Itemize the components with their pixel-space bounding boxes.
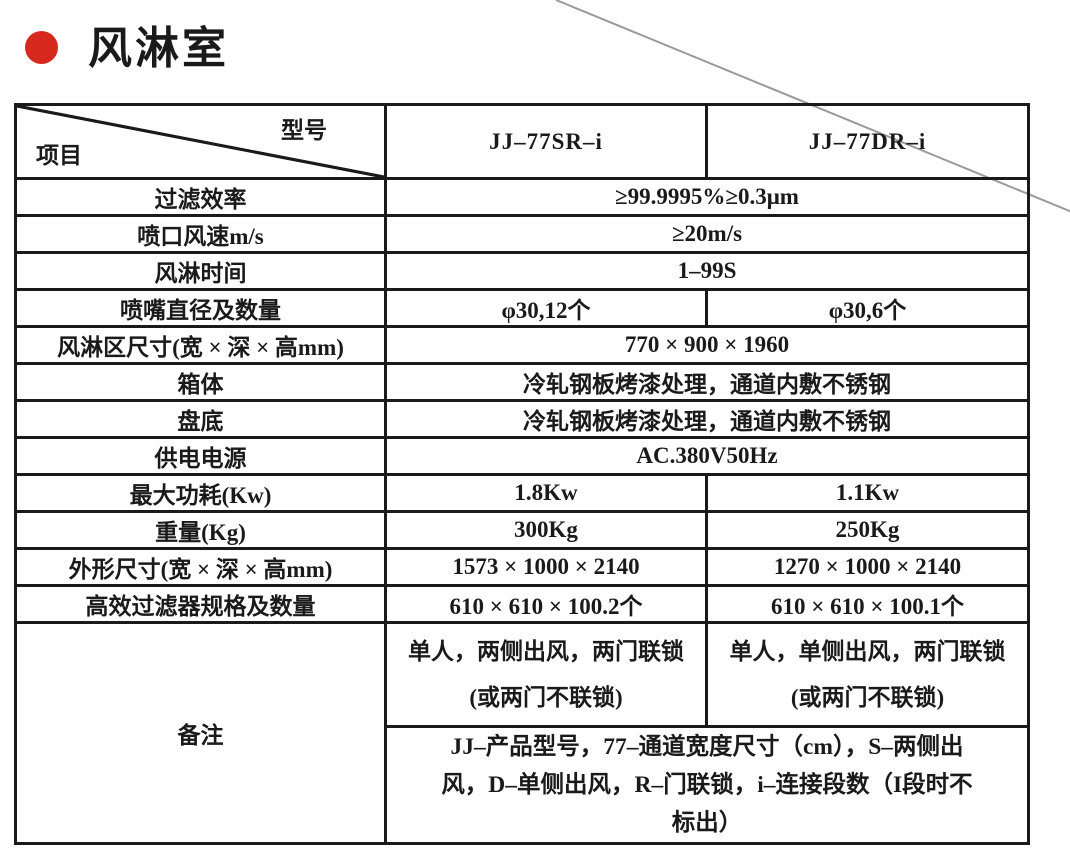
row-label: 喷嘴直径及数量 [14,288,387,328]
remark-label: 备注 [14,621,387,845]
row-value-span: ≥20m/s [384,214,1030,254]
row-value: φ30,6个 [705,288,1030,328]
table-row: 高效过滤器规格及数量 610 × 610 × 100.2个 610 × 610 … [14,584,1030,624]
footnote-line: 风，D–单侧出风，R–门联锁，i–连接段数（I段时不 [441,772,973,798]
table-row: 风淋区尺寸(宽 × 深 × 高mm) 770 × 900 × 1960 [14,325,1030,365]
row-value-span: 冷轧钢板烤漆处理，通道内敷不锈钢 [384,362,1030,402]
remark-note-line: 单人，单侧出风，两门联锁 [729,638,1006,664]
row-label: 箱体 [14,362,387,402]
spec-table: 型号 项目 JJ–77SR–i JJ–77DR–i 过滤效率 ≥99.9995%… [14,103,1030,845]
corner-diagonal-line [18,107,383,176]
remark-row: 备注 单人，两侧出风，两门联锁 (或两门不联锁) 单人，单侧出风，两门联锁 (或… [14,621,1030,845]
table-row: 最大功耗(Kw) 1.8Kw 1.1Kw [14,473,1030,513]
model-code-footnote: JJ–产品型号，77–通道宽度尺寸（cm），S–两侧出 风，D–单侧出风，R–门… [384,725,1030,845]
row-value: 1573 × 1000 × 2140 [384,547,708,587]
row-value-span: 1–99S [384,251,1030,291]
table-row: 重量(Kg) 300Kg 250Kg [14,510,1030,550]
table-row: 供电电源 AC.380V50Hz [14,436,1030,476]
model-header-1: JJ–77SR–i [384,103,708,180]
table-row: 喷口风速m/s ≥20m/s [14,214,1030,254]
row-value: 1.1Kw [705,473,1030,513]
remark-note-1: 单人，两侧出风，两门联锁 (或两门不联锁) [384,621,708,728]
table-row: 箱体 冷轧钢板烤漆处理，通道内敷不锈钢 [14,362,1030,402]
corner-cell: 型号 项目 [14,103,387,180]
row-label: 过滤效率 [14,177,387,217]
row-label: 外形尺寸(宽 × 深 × 高mm) [14,547,387,587]
remark-note-line: (或两门不联锁) [469,684,623,710]
row-value: 250Kg [705,510,1030,550]
corner-label-model: 型号 [281,118,327,143]
row-value-span: 770 × 900 × 1960 [384,325,1030,365]
remark-note-line: (或两门不联锁) [790,684,945,710]
footnote-line: JJ–产品型号，77–通道宽度尺寸（cm），S–两侧出 [450,734,964,760]
row-value: 1270 × 1000 × 2140 [705,547,1030,587]
row-label: 风淋时间 [14,251,387,291]
row-label: 供电电源 [14,436,387,476]
footnote-row: JJ–产品型号，77–通道宽度尺寸（cm），S–两侧出 风，D–单侧出风，R–门… [16,725,1030,845]
row-label: 最大功耗(Kw) [14,473,387,513]
table-row: 风淋时间 1–99S [14,251,1030,291]
row-value: 610 × 610 × 100.2个 [384,584,708,624]
row-value-span: ≥99.9995%≥0.3μm [384,177,1030,217]
bullet-icon [25,31,58,64]
table-row: 过滤效率 ≥99.9995%≥0.3μm [14,177,1030,217]
model-header-2: JJ–77DR–i [705,103,1030,180]
table-row: 喷嘴直径及数量 φ30,12个 φ30,6个 [14,288,1030,328]
remark-note-line: 单人，两侧出风，两门联锁 [408,638,684,664]
row-value-span: AC.380V50Hz [384,436,1030,476]
row-value: 1.8Kw [384,473,708,513]
row-label: 重量(Kg) [14,510,387,550]
row-value: 610 × 610 × 100.1个 [705,584,1030,624]
row-label: 高效过滤器规格及数量 [14,584,387,624]
row-value-span: 冷轧钢板烤漆处理，通道内敷不锈钢 [384,399,1030,439]
page-title: 风淋室 [88,23,229,74]
footnote-line: 标出） [671,810,743,836]
table-row: 盘底 冷轧钢板烤漆处理，通道内敷不锈钢 [14,399,1030,439]
table-row: 外形尺寸(宽 × 深 × 高mm) 1573 × 1000 × 2140 127… [14,547,1030,587]
row-value: φ30,12个 [384,288,708,328]
remark-note-2: 单人，单侧出风，两门联锁 (或两门不联锁) [705,621,1030,728]
row-label: 喷口风速m/s [14,214,387,254]
title-row: 风淋室 [0,0,1070,90]
header-row: 型号 项目 JJ–77SR–i JJ–77DR–i [14,103,1030,180]
row-label: 盘底 [14,399,387,439]
row-label: 风淋区尺寸(宽 × 深 × 高mm) [14,325,387,365]
corner-label-item: 项目 [36,143,82,168]
row-value: 300Kg [384,510,708,550]
